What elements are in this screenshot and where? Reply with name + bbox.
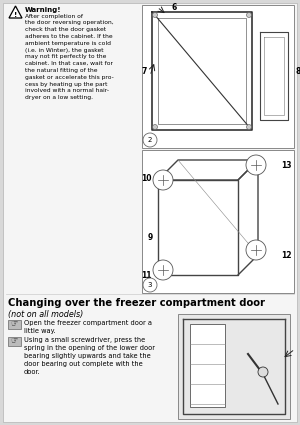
Text: Using a small screwdriver, press the
spring in the opening of the lower door
bea: Using a small screwdriver, press the spr… (24, 337, 155, 375)
Circle shape (153, 260, 173, 280)
Circle shape (152, 12, 158, 17)
Circle shape (247, 125, 251, 130)
Text: 10: 10 (141, 173, 151, 182)
Text: 3: 3 (148, 282, 152, 288)
Text: ☞: ☞ (11, 320, 18, 329)
Bar (142, 5, 294, 148)
Circle shape (143, 278, 157, 292)
Text: After completion of
the door reversing operation,
check that the door gasket
adh: After completion of the door reversing o… (25, 14, 114, 100)
Circle shape (246, 240, 266, 260)
Circle shape (258, 367, 268, 377)
Text: (not on all models): (not on all models) (8, 310, 83, 319)
Text: ☞: ☞ (11, 337, 18, 346)
Text: 12: 12 (281, 250, 291, 260)
Bar (178, 314, 290, 419)
Text: 6: 6 (172, 3, 177, 11)
Bar (8, 337, 21, 346)
Text: 9: 9 (147, 232, 153, 241)
Text: 7: 7 (141, 66, 147, 76)
Text: 13: 13 (281, 161, 291, 170)
Text: 11: 11 (141, 270, 151, 280)
Bar (142, 150, 294, 293)
Polygon shape (9, 6, 22, 18)
Text: Warning!: Warning! (25, 7, 62, 13)
Bar (190, 324, 225, 407)
Text: !: ! (14, 11, 17, 17)
Text: Open the freezer compartment door a
little way.: Open the freezer compartment door a litt… (24, 320, 152, 334)
Circle shape (247, 12, 251, 17)
Circle shape (153, 170, 173, 190)
Circle shape (143, 133, 157, 147)
Circle shape (152, 125, 158, 130)
Text: 8: 8 (295, 66, 300, 76)
Text: 2: 2 (148, 137, 152, 143)
Text: Changing over the freezer compartment door: Changing over the freezer compartment do… (8, 298, 265, 308)
Bar (8, 320, 21, 329)
Circle shape (246, 155, 266, 175)
